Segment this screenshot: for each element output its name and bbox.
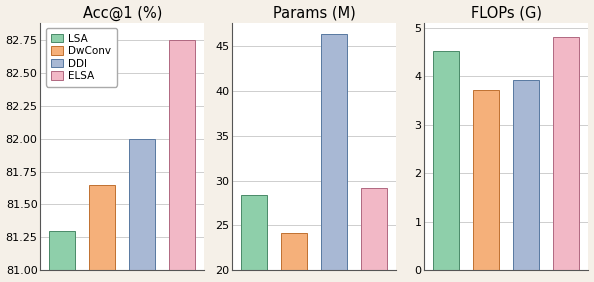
Legend: LSA, DwConv, DDI, ELSA: LSA, DwConv, DDI, ELSA	[46, 28, 116, 87]
Bar	[169, 39, 195, 270]
Bar	[89, 185, 115, 270]
Bar	[49, 231, 75, 270]
Bar	[554, 37, 579, 270]
Bar	[513, 80, 539, 270]
Bar	[361, 188, 387, 270]
Bar	[434, 51, 459, 270]
Bar	[321, 34, 347, 270]
Title: FLOPs (G): FLOPs (G)	[471, 6, 542, 21]
Bar	[129, 138, 156, 270]
Bar	[282, 233, 307, 270]
Bar	[473, 90, 500, 270]
Title: Params (M): Params (M)	[273, 6, 356, 21]
Title: Acc@1 (%): Acc@1 (%)	[83, 6, 162, 21]
Bar	[241, 195, 267, 270]
